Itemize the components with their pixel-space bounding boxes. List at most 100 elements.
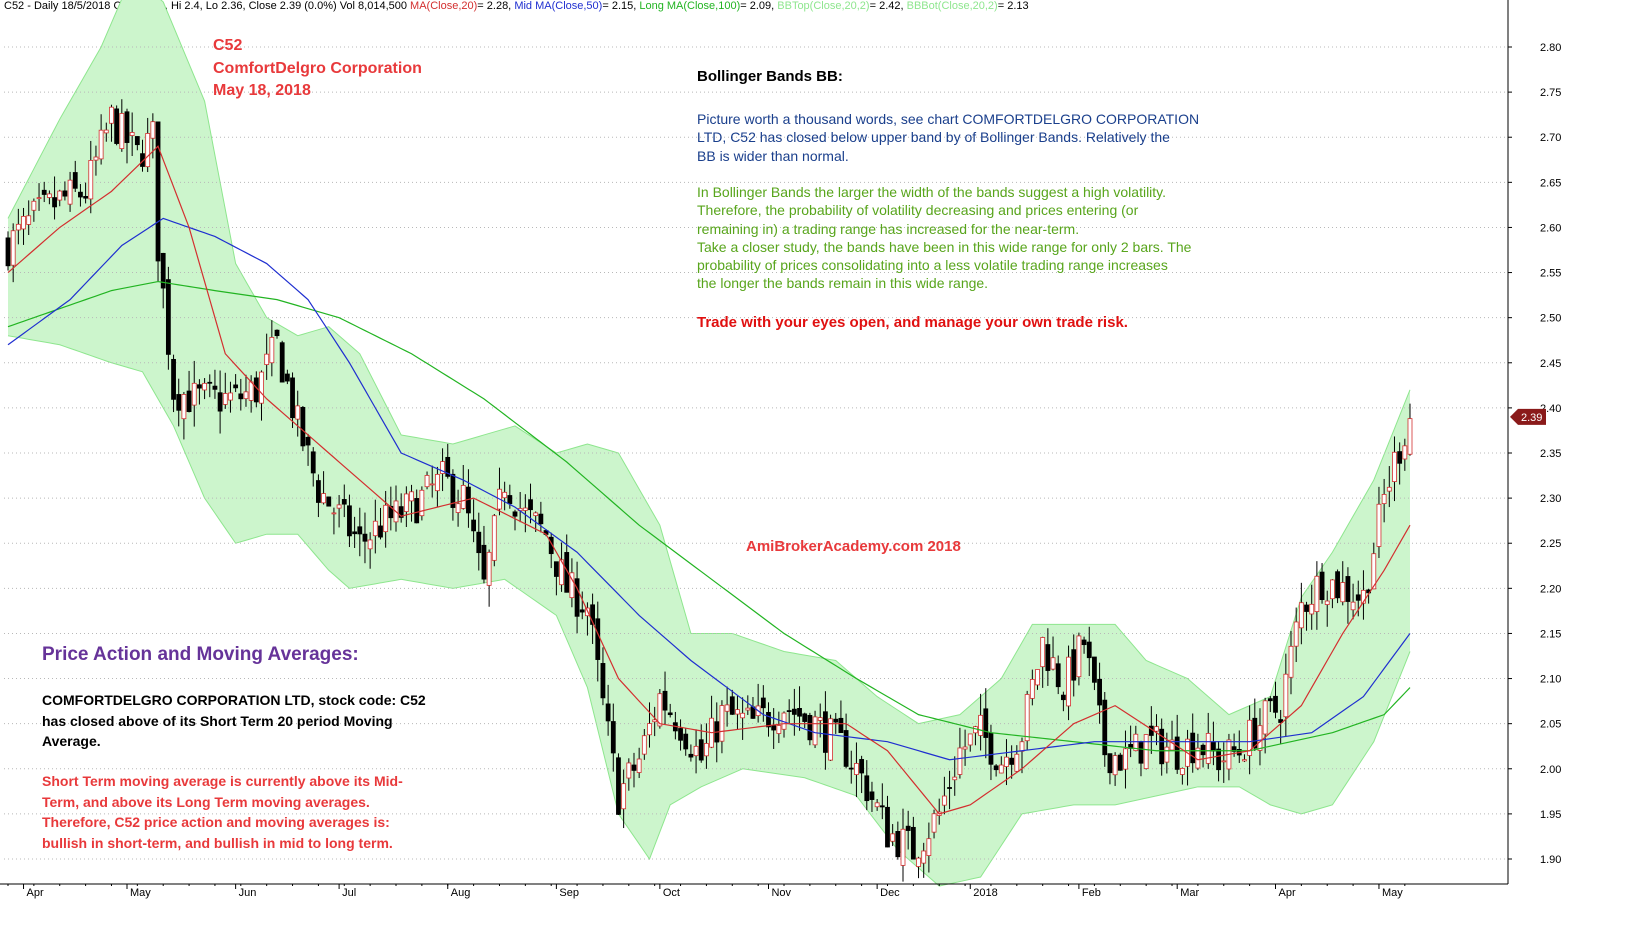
candle-body — [1092, 656, 1097, 683]
candle — [548, 532, 554, 569]
candle — [217, 370, 223, 434]
candle — [440, 448, 445, 492]
candle — [1205, 712, 1211, 769]
candle-body — [434, 473, 440, 492]
candle-body — [538, 513, 544, 525]
candle — [605, 684, 611, 736]
bb-green-line: probability of prices consolidating into… — [697, 257, 1168, 274]
candle-body — [1123, 748, 1128, 770]
candle — [667, 703, 673, 718]
candle — [921, 842, 927, 878]
candle-body — [879, 805, 885, 808]
candle — [1081, 636, 1087, 654]
candle-body — [864, 775, 870, 802]
candle — [202, 378, 207, 400]
overlay-company: ComfortDelgro Corporation — [213, 60, 422, 77]
candle — [243, 374, 249, 407]
candle-body — [15, 223, 21, 231]
candle-body — [347, 505, 352, 537]
candle — [233, 374, 239, 393]
x-tick-label: Jun — [239, 887, 257, 899]
candle — [1278, 709, 1284, 744]
y-tick-label: 1.95 — [1540, 809, 1561, 821]
ma20-value: = 2.28, — [477, 0, 512, 12]
candle — [745, 695, 751, 715]
candle — [610, 703, 616, 772]
candle-body — [403, 493, 409, 512]
candle — [222, 372, 228, 409]
candle — [1071, 634, 1077, 697]
candle — [290, 372, 295, 429]
candle — [279, 340, 285, 383]
candle-body — [1050, 657, 1056, 670]
candle-body — [1267, 698, 1273, 702]
candle-body — [471, 519, 477, 532]
candle — [52, 176, 57, 220]
candle-body — [1081, 639, 1087, 646]
candle-body — [1304, 604, 1309, 612]
ma100-legend: Long MA(Close,100) — [639, 0, 741, 12]
bb-description: Picture worth a thousand words, see char… — [697, 110, 1199, 165]
candle-body — [1371, 553, 1377, 590]
candle-body — [760, 697, 766, 709]
candle — [419, 486, 425, 521]
candle-body — [719, 705, 725, 742]
candle-body — [362, 533, 368, 542]
candle-body — [610, 721, 616, 754]
candle — [36, 183, 42, 211]
candle — [1174, 714, 1180, 774]
candle — [1242, 754, 1247, 763]
x-tick-label: Apr — [1278, 887, 1295, 899]
candle-body — [1324, 600, 1330, 605]
x-tick-label: Nov — [771, 887, 791, 899]
candle — [662, 671, 668, 725]
y-tick-label: 2.00 — [1540, 764, 1561, 776]
x-tick-label: Feb — [1082, 887, 1101, 899]
candle — [259, 370, 264, 421]
candle-body — [1252, 717, 1258, 749]
candle — [83, 182, 89, 204]
candle-body — [57, 190, 63, 201]
candle — [1200, 743, 1206, 768]
candle-body — [910, 826, 916, 860]
candle-body — [838, 717, 844, 734]
candle-body — [988, 732, 994, 765]
bbtop-legend: BBTop(Close,20,2) — [777, 0, 870, 12]
candle-body — [78, 191, 83, 198]
candle-body — [683, 733, 689, 750]
ma50-legend: Mid MA(Close,50) — [514, 0, 603, 12]
candle-body — [481, 544, 487, 580]
candle — [134, 136, 140, 151]
candle-body — [1386, 486, 1392, 492]
candle-body — [486, 551, 492, 586]
candle — [1154, 714, 1159, 746]
candle — [455, 489, 461, 527]
candle-body — [305, 436, 311, 446]
candle-body — [559, 559, 564, 586]
candle — [579, 591, 585, 620]
candle — [962, 729, 968, 766]
candle — [590, 593, 595, 644]
candle-body — [854, 763, 859, 775]
candle-body — [833, 718, 839, 723]
candle-body — [409, 491, 414, 502]
candle — [352, 516, 358, 548]
pa-red-line: Therefore, C52 price action and moving a… — [42, 814, 390, 830]
candle-body — [574, 578, 580, 617]
candle — [264, 333, 270, 380]
candle-body — [1200, 744, 1206, 756]
candle — [1262, 697, 1268, 754]
candle — [378, 507, 383, 540]
candle — [434, 466, 440, 507]
candle — [1029, 669, 1035, 706]
candle-body — [512, 511, 518, 517]
candle-body — [1045, 644, 1051, 671]
candle — [1014, 745, 1020, 773]
candle — [388, 486, 394, 531]
candle — [197, 379, 202, 405]
candle-body — [693, 745, 699, 757]
candle-body — [569, 572, 575, 599]
candle-body — [88, 160, 94, 200]
candle — [864, 760, 870, 811]
